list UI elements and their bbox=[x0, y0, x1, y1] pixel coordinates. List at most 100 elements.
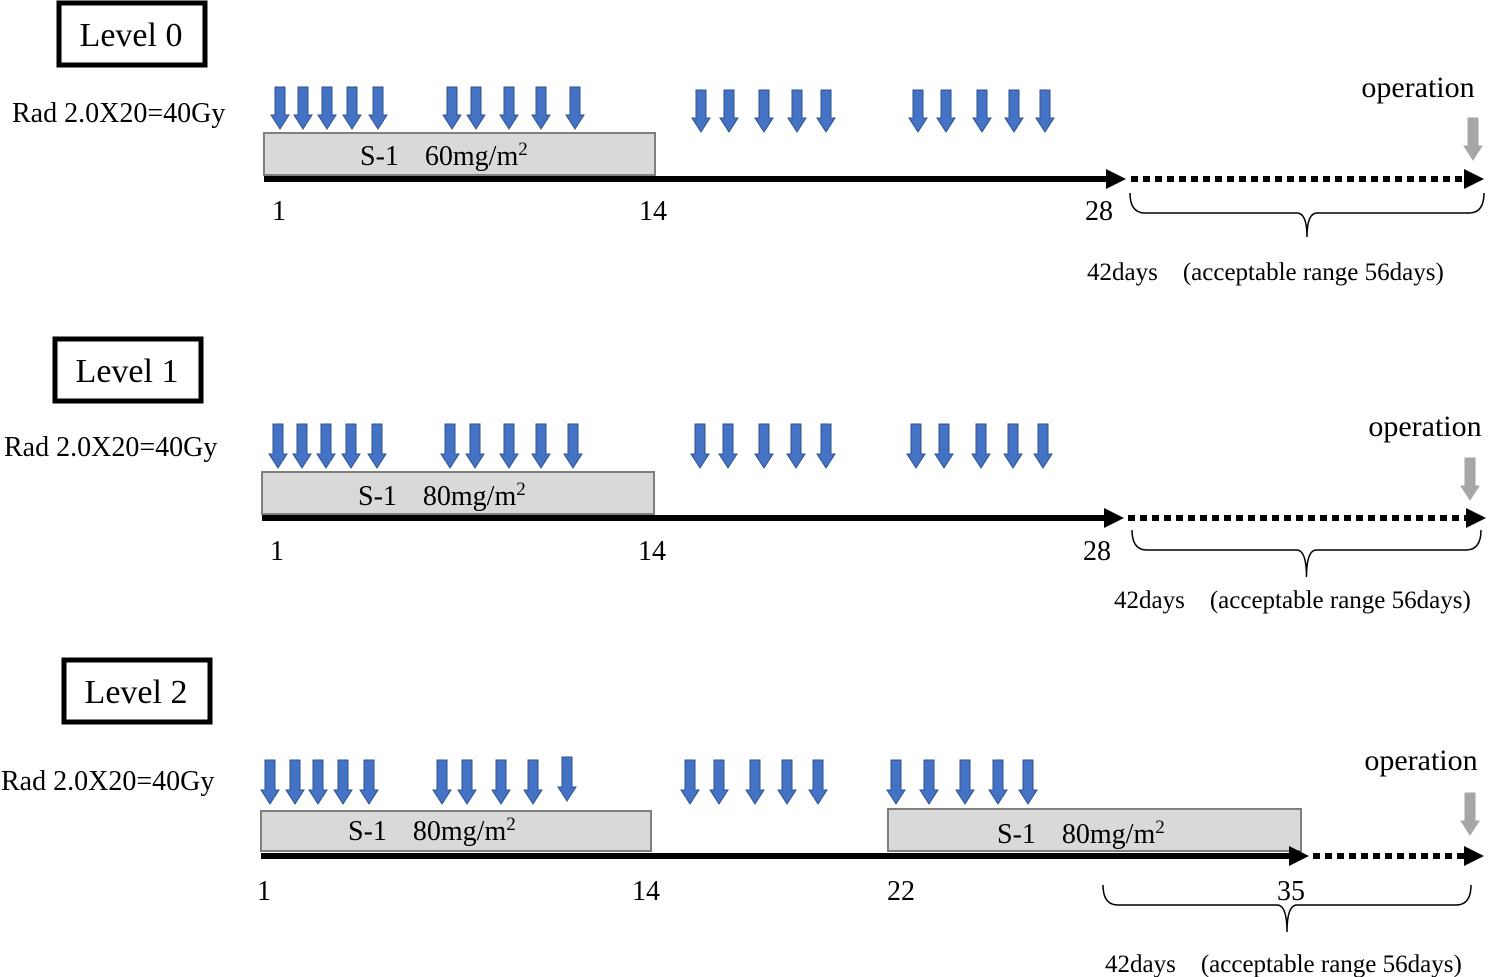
operation-label: operation bbox=[1364, 744, 1477, 777]
day-label: 1 bbox=[272, 196, 286, 227]
operation-arrow-icon bbox=[1460, 792, 1480, 836]
drug-dose-superscript: 2 bbox=[516, 479, 526, 500]
timeline-arrowhead bbox=[1104, 508, 1124, 528]
rad-fraction-arrow-icon bbox=[432, 759, 452, 805]
rad-dose-label: Rad 2.0X20=40Gy bbox=[12, 98, 225, 129]
drug-dose-superscript: 2 bbox=[506, 814, 516, 835]
rad-fraction-arrow-icon bbox=[886, 759, 906, 805]
drug-dose: 80mg/m bbox=[1062, 819, 1156, 850]
rad-fraction-arrow-icon bbox=[491, 759, 511, 805]
day-label: 14 bbox=[632, 876, 660, 907]
rad-fraction-arrow-icon bbox=[367, 423, 387, 469]
drug-dose: 80mg/m bbox=[413, 816, 507, 847]
rad-dose-label: Rad 2.0X20=40Gy bbox=[1, 766, 214, 797]
panel-level-1: Level 1 Rad 2.0X20=40Gy S-1 80mg/m2 operatio… bbox=[4, 336, 1486, 614]
day-label: 14 bbox=[639, 196, 667, 227]
rad-fraction-arrow-icon bbox=[936, 89, 956, 133]
interval-label: 42days (acceptable range 56days) bbox=[1114, 587, 1471, 614]
rad-fraction-arrow-icon bbox=[719, 89, 739, 133]
rad-fraction-arrow-icon bbox=[745, 759, 765, 805]
rad-fraction-arrow-icon bbox=[709, 759, 729, 805]
rad-fraction-arrow-icon bbox=[1004, 89, 1024, 133]
rad-fraction-arrow-icon bbox=[268, 423, 288, 469]
rad-fraction-arrow-icon bbox=[563, 423, 583, 469]
rad-fraction-arrow-icon bbox=[816, 89, 836, 133]
radiation-fraction-arrows bbox=[260, 756, 1038, 805]
drug-box-label: S-1 80mg/m2 bbox=[348, 814, 516, 847]
radiation-fraction-arrows bbox=[270, 86, 1055, 133]
rad-fraction-arrow-icon bbox=[971, 423, 991, 469]
level-label-box bbox=[56, 0, 208, 68]
rad-fraction-arrow-icon bbox=[690, 423, 710, 469]
timeline-arrowhead bbox=[1106, 169, 1126, 189]
rad-fraction-arrow-icon bbox=[786, 423, 806, 469]
drug-box bbox=[260, 810, 652, 852]
drug-box-label: S-1 80mg/m2 bbox=[358, 479, 526, 512]
drug-box-label: S-1 60mg/m2 bbox=[360, 139, 528, 172]
operation-arrow-icon bbox=[1463, 117, 1483, 161]
rad-fraction-arrow-icon bbox=[988, 759, 1008, 805]
interval-label: 42days (acceptable range 56days) bbox=[1105, 951, 1462, 977]
rad-fraction-arrow-icon bbox=[293, 86, 313, 130]
rad-fraction-arrow-icon bbox=[465, 423, 485, 469]
rad-fraction-arrow-icon bbox=[292, 423, 312, 469]
rad-fraction-arrow-icon bbox=[499, 86, 519, 130]
rad-fraction-arrow-icon bbox=[342, 86, 362, 130]
drug-dose: 60mg/m bbox=[425, 141, 519, 172]
rad-fraction-arrow-icon bbox=[808, 759, 828, 805]
rad-fraction-arrow-icon bbox=[1035, 89, 1055, 133]
rad-fraction-arrow-icon bbox=[368, 86, 388, 130]
rad-fraction-arrow-icon bbox=[787, 89, 807, 133]
operation-label: operation bbox=[1361, 71, 1474, 104]
rad-fraction-arrow-icon bbox=[906, 423, 926, 469]
day-label: 28 bbox=[1083, 536, 1111, 567]
drug-box bbox=[887, 808, 1302, 852]
rad-fraction-arrow-icon bbox=[316, 423, 336, 469]
rad-fraction-arrow-icon bbox=[442, 86, 462, 130]
rad-fraction-arrow-icon bbox=[308, 759, 328, 805]
interval-label: 42days (acceptable range 56days) bbox=[1087, 259, 1444, 286]
rad-fraction-arrow-icon bbox=[531, 86, 551, 130]
rad-fraction-arrow-icon bbox=[955, 759, 975, 805]
rad-fraction-arrow-icon bbox=[691, 89, 711, 133]
rad-fraction-arrow-icon bbox=[754, 89, 774, 133]
day-label: 1 bbox=[257, 876, 271, 907]
rad-fraction-arrow-icon bbox=[260, 759, 280, 805]
drug-name: S-1 bbox=[358, 481, 397, 512]
waiting-arrowhead bbox=[1464, 846, 1484, 866]
drug-name: S-1 bbox=[348, 816, 387, 847]
drug-box-label: S-1 80mg/m2 bbox=[997, 817, 1165, 850]
rad-fraction-arrow-icon bbox=[531, 423, 551, 469]
drug-box bbox=[261, 471, 655, 515]
day-label: 1 bbox=[270, 536, 284, 567]
rad-fraction-arrow-icon bbox=[359, 759, 379, 805]
rad-dose-label: Rad 2.0X20=40Gy bbox=[4, 432, 217, 463]
rad-fraction-arrow-icon bbox=[285, 759, 305, 805]
drug-dose-superscript: 2 bbox=[518, 139, 528, 160]
drug-name: S-1 bbox=[360, 141, 399, 172]
day-label: 22 bbox=[887, 876, 915, 907]
rad-fraction-arrow-icon bbox=[341, 423, 361, 469]
level-label: Level 2 bbox=[85, 674, 188, 711]
rad-fraction-arrow-icon bbox=[908, 89, 928, 133]
rad-fraction-arrow-icon bbox=[972, 89, 992, 133]
rad-fraction-arrow-icon bbox=[270, 86, 290, 130]
rad-fraction-arrow-icon bbox=[934, 423, 954, 469]
interval-brace bbox=[1129, 192, 1485, 238]
interval-brace bbox=[1102, 884, 1472, 933]
level-label: Level 0 bbox=[80, 17, 183, 54]
rad-fraction-arrow-icon bbox=[466, 86, 486, 130]
rad-fraction-arrow-icon bbox=[457, 759, 477, 805]
rad-fraction-arrow-icon bbox=[317, 86, 337, 130]
level-label-box bbox=[61, 657, 213, 725]
drug-name: S-1 bbox=[997, 819, 1036, 850]
drug-dose: 80mg/m bbox=[423, 481, 517, 512]
rad-fraction-arrow-icon bbox=[680, 759, 700, 805]
rad-fraction-arrow-icon bbox=[565, 86, 585, 130]
interval-brace bbox=[1131, 529, 1482, 578]
level-label: Level 1 bbox=[76, 353, 179, 390]
rad-fraction-arrow-icon bbox=[718, 423, 738, 469]
rad-fraction-arrow-icon bbox=[1033, 423, 1053, 469]
